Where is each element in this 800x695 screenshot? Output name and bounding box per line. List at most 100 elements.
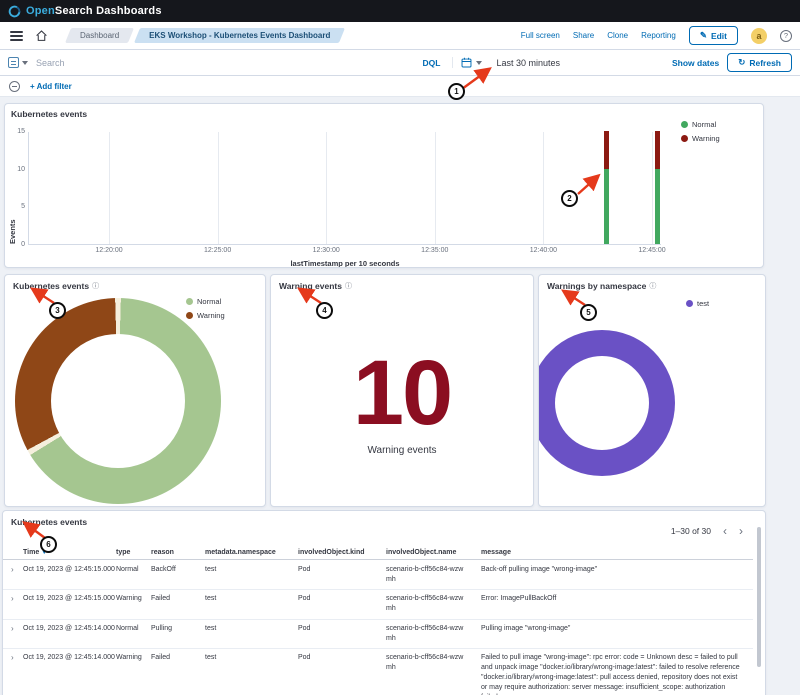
cell-kind: Pod	[298, 624, 386, 644]
column-header-reason: reason	[151, 549, 205, 556]
cell-reason: Failed	[151, 653, 205, 695]
pencil-icon: ✎	[700, 30, 707, 41]
legend-dot-icon	[681, 135, 688, 142]
legend-item[interactable]: Warning	[186, 311, 225, 320]
show-dates-link[interactable]: Show dates	[672, 58, 719, 68]
x-tick-label: 12:25:00	[204, 247, 231, 254]
bar-normal[interactable]	[655, 169, 660, 244]
cell-type: Normal	[116, 565, 151, 585]
edit-button-label: Edit	[711, 31, 727, 41]
expand-row-icon[interactable]: ›	[11, 594, 23, 614]
cell-type: Warning	[116, 653, 151, 695]
legend-label: Normal	[692, 120, 716, 129]
info-icon[interactable]: ⓘ	[345, 281, 352, 291]
filter-bar: + Add filter	[0, 76, 800, 97]
time-range-value[interactable]: Last 30 minutes	[490, 58, 560, 68]
events-donut-chart[interactable]	[15, 298, 221, 504]
bar-normal[interactable]	[604, 169, 609, 244]
full-screen-link[interactable]: Full screen	[521, 31, 560, 40]
gridline	[326, 132, 327, 244]
pie-legend: Normal Warning	[186, 297, 225, 325]
edit-button[interactable]: ✎ Edit	[689, 26, 738, 45]
legend-dot-icon	[186, 298, 193, 305]
share-link[interactable]: Share	[573, 31, 594, 40]
search-input[interactable]	[36, 58, 410, 68]
panel-title-text: Warning events	[279, 281, 342, 291]
panel-kubernetes-events-pie: Kubernetes events ⓘ NormalWarning	[4, 274, 266, 507]
info-icon[interactable]: ⓘ	[92, 281, 99, 291]
column-header-time[interactable]: Time▼	[23, 549, 116, 556]
bar-warning[interactable]	[604, 131, 609, 169]
avatar[interactable]: a	[751, 28, 767, 44]
cell-kind: Pod	[298, 653, 386, 695]
home-icon[interactable]	[35, 29, 48, 42]
legend-item[interactable]: test	[686, 299, 709, 308]
gridline	[435, 132, 436, 244]
opensearch-logo-icon	[8, 5, 21, 18]
x-tick-label: 12:40:00	[530, 247, 557, 254]
legend-dot-icon	[681, 121, 688, 128]
add-filter-link[interactable]: + Add filter	[30, 82, 72, 91]
legend-label: test	[697, 299, 709, 308]
cell-kind: Pod	[298, 594, 386, 614]
calendar-icon	[461, 57, 472, 68]
cell-namespace: test	[205, 565, 298, 585]
x-tick-label: 12:45:00	[638, 247, 665, 254]
expand-row-icon[interactable]: ›	[11, 653, 23, 695]
cell-name: scenario-b-cff56c84-wzwmh	[386, 653, 481, 695]
table-row[interactable]: ›Oct 19, 2023 @ 12:45:15.000NormalBackOf…	[3, 561, 753, 590]
page-prev-icon[interactable]: ‹	[723, 525, 727, 537]
table-row[interactable]: ›Oct 19, 2023 @ 12:45:14.000NormalPullin…	[3, 620, 753, 649]
breadcrumb-dashboard[interactable]: Dashboard	[68, 28, 131, 43]
y-tick-label: 10	[17, 166, 25, 173]
cell-name: scenario-b-cff56c84-wzwmh	[386, 565, 481, 585]
breadcrumb-current-dashboard[interactable]: EKS Workshop - Kubernetes Events Dashboa…	[137, 28, 342, 43]
reporting-link[interactable]: Reporting	[641, 31, 676, 40]
column-header-involvedobject-name: involvedObject.name	[386, 549, 481, 556]
bar-warning[interactable]	[655, 131, 660, 169]
legend-item[interactable]: Normal	[681, 120, 720, 129]
panel-warnings-by-namespace: Warnings by namespace ⓘ test	[538, 274, 766, 507]
dashboard-content: Kubernetes events Events lastTimestamp p…	[0, 97, 800, 695]
cell-time: Oct 19, 2023 @ 12:45:14.000	[23, 653, 116, 695]
refresh-button-label: Refresh	[749, 58, 781, 68]
cell-time: Oct 19, 2023 @ 12:45:15.000	[23, 594, 116, 614]
y-tick-label: 5	[21, 203, 25, 210]
legend-label: Warning	[197, 311, 225, 320]
date-picker-button[interactable]	[452, 57, 490, 68]
clone-link[interactable]: Clone	[607, 31, 628, 40]
legend-item[interactable]: Normal	[186, 297, 225, 306]
column-header-type: type	[116, 549, 151, 556]
column-header-message: message	[481, 549, 745, 556]
query-language-selector[interactable]	[8, 57, 36, 68]
panel-title-text: Kubernetes events	[11, 109, 87, 119]
expand-row-icon[interactable]: ›	[11, 624, 23, 644]
panel-title-text: Kubernetes events	[11, 517, 87, 527]
brand-open: Open	[26, 5, 55, 17]
histogram-legend: Normal Warning	[681, 120, 720, 148]
brand-rest: Dashboards	[96, 5, 162, 17]
events-histogram-plot: Events lastTimestamp per 10 seconds 12:2…	[28, 132, 661, 245]
gridline	[109, 132, 110, 244]
cell-message: Failed to pull image "wrong-image": rpc …	[481, 653, 745, 695]
menu-icon[interactable]	[8, 29, 25, 43]
info-icon[interactable]: ⓘ	[649, 281, 656, 291]
cell-name: scenario-b-cff56c84-wzwmh	[386, 624, 481, 644]
help-icon[interactable]: ?	[780, 30, 792, 42]
filter-options-icon[interactable]	[9, 81, 20, 92]
x-tick-label: 12:35:00	[421, 247, 448, 254]
expand-row-icon[interactable]: ›	[11, 565, 23, 585]
legend-item[interactable]: Warning	[681, 134, 720, 143]
table-row[interactable]: ›Oct 19, 2023 @ 12:45:14.000WarningFaile…	[3, 649, 753, 695]
dql-button[interactable]: DQL	[410, 58, 452, 68]
vertical-scrollbar[interactable]	[757, 527, 761, 667]
chevron-down-icon	[22, 61, 28, 65]
column-header-metadata-namespace: metadata.namespace	[205, 549, 298, 556]
cell-namespace: test	[205, 624, 298, 644]
table-row[interactable]: ›Oct 19, 2023 @ 12:45:15.000WarningFaile…	[3, 590, 753, 619]
cell-reason: Pulling	[151, 624, 205, 644]
namespace-donut-chart[interactable]	[538, 330, 675, 476]
refresh-button[interactable]: ↻ Refresh	[727, 53, 792, 72]
page-next-icon[interactable]: ›	[739, 525, 743, 537]
saved-query-icon	[8, 57, 19, 68]
